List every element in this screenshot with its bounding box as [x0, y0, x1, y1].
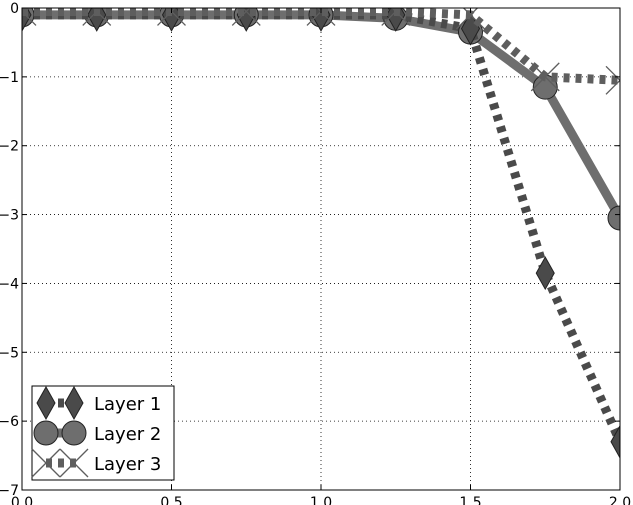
series-layer [22, 8, 620, 459]
x-tick-label: 1.5 [459, 495, 481, 505]
series-3-point [381, 8, 411, 26]
legend-label-2: Layer 2 [94, 424, 161, 445]
legend-marker-3 [31, 448, 61, 478]
series-1-point [535, 256, 555, 291]
y-tick-label: −3 [0, 208, 19, 224]
legend-label-3: Layer 3 [94, 454, 161, 475]
legend-marker-1 [36, 385, 56, 421]
series-3-point [605, 65, 620, 95]
legend-marker-1 [64, 385, 84, 421]
series-3-point [82, 8, 112, 26]
series-line-3 [22, 8, 620, 85]
legend-marker-2 [33, 420, 59, 446]
x-tick-label: 0.0 [11, 495, 33, 505]
series-3-point [22, 8, 37, 26]
legend-label-1: Layer 1 [94, 394, 161, 415]
x-tick-label: 0.5 [160, 495, 182, 505]
legend: Layer 1 Layer 2 Layer 3 [31, 385, 175, 481]
y-tick-label: −4 [0, 276, 19, 292]
legend-marker-2 [61, 420, 87, 446]
series-3-point [530, 62, 560, 92]
y-tick-label: −1 [0, 70, 19, 86]
y-tick-label: −2 [0, 139, 19, 155]
series-3-point [456, 8, 485, 30]
x-tick-label: 1.0 [310, 495, 332, 505]
y-tick-label: −6 [0, 414, 19, 430]
y-tick-label: 0 [10, 1, 19, 17]
x-tick-label: 2.0 [609, 495, 631, 505]
series-1-point [386, 8, 406, 32]
y-tick-label: −7 [0, 483, 19, 499]
legend-marker-3 [59, 448, 89, 478]
y-tick-label: −5 [0, 345, 19, 361]
series-2-point [607, 205, 620, 231]
series-3-point [231, 8, 261, 26]
grid-lines [22, 8, 620, 490]
series-1-point [610, 424, 620, 459]
series-1-point [87, 8, 107, 32]
